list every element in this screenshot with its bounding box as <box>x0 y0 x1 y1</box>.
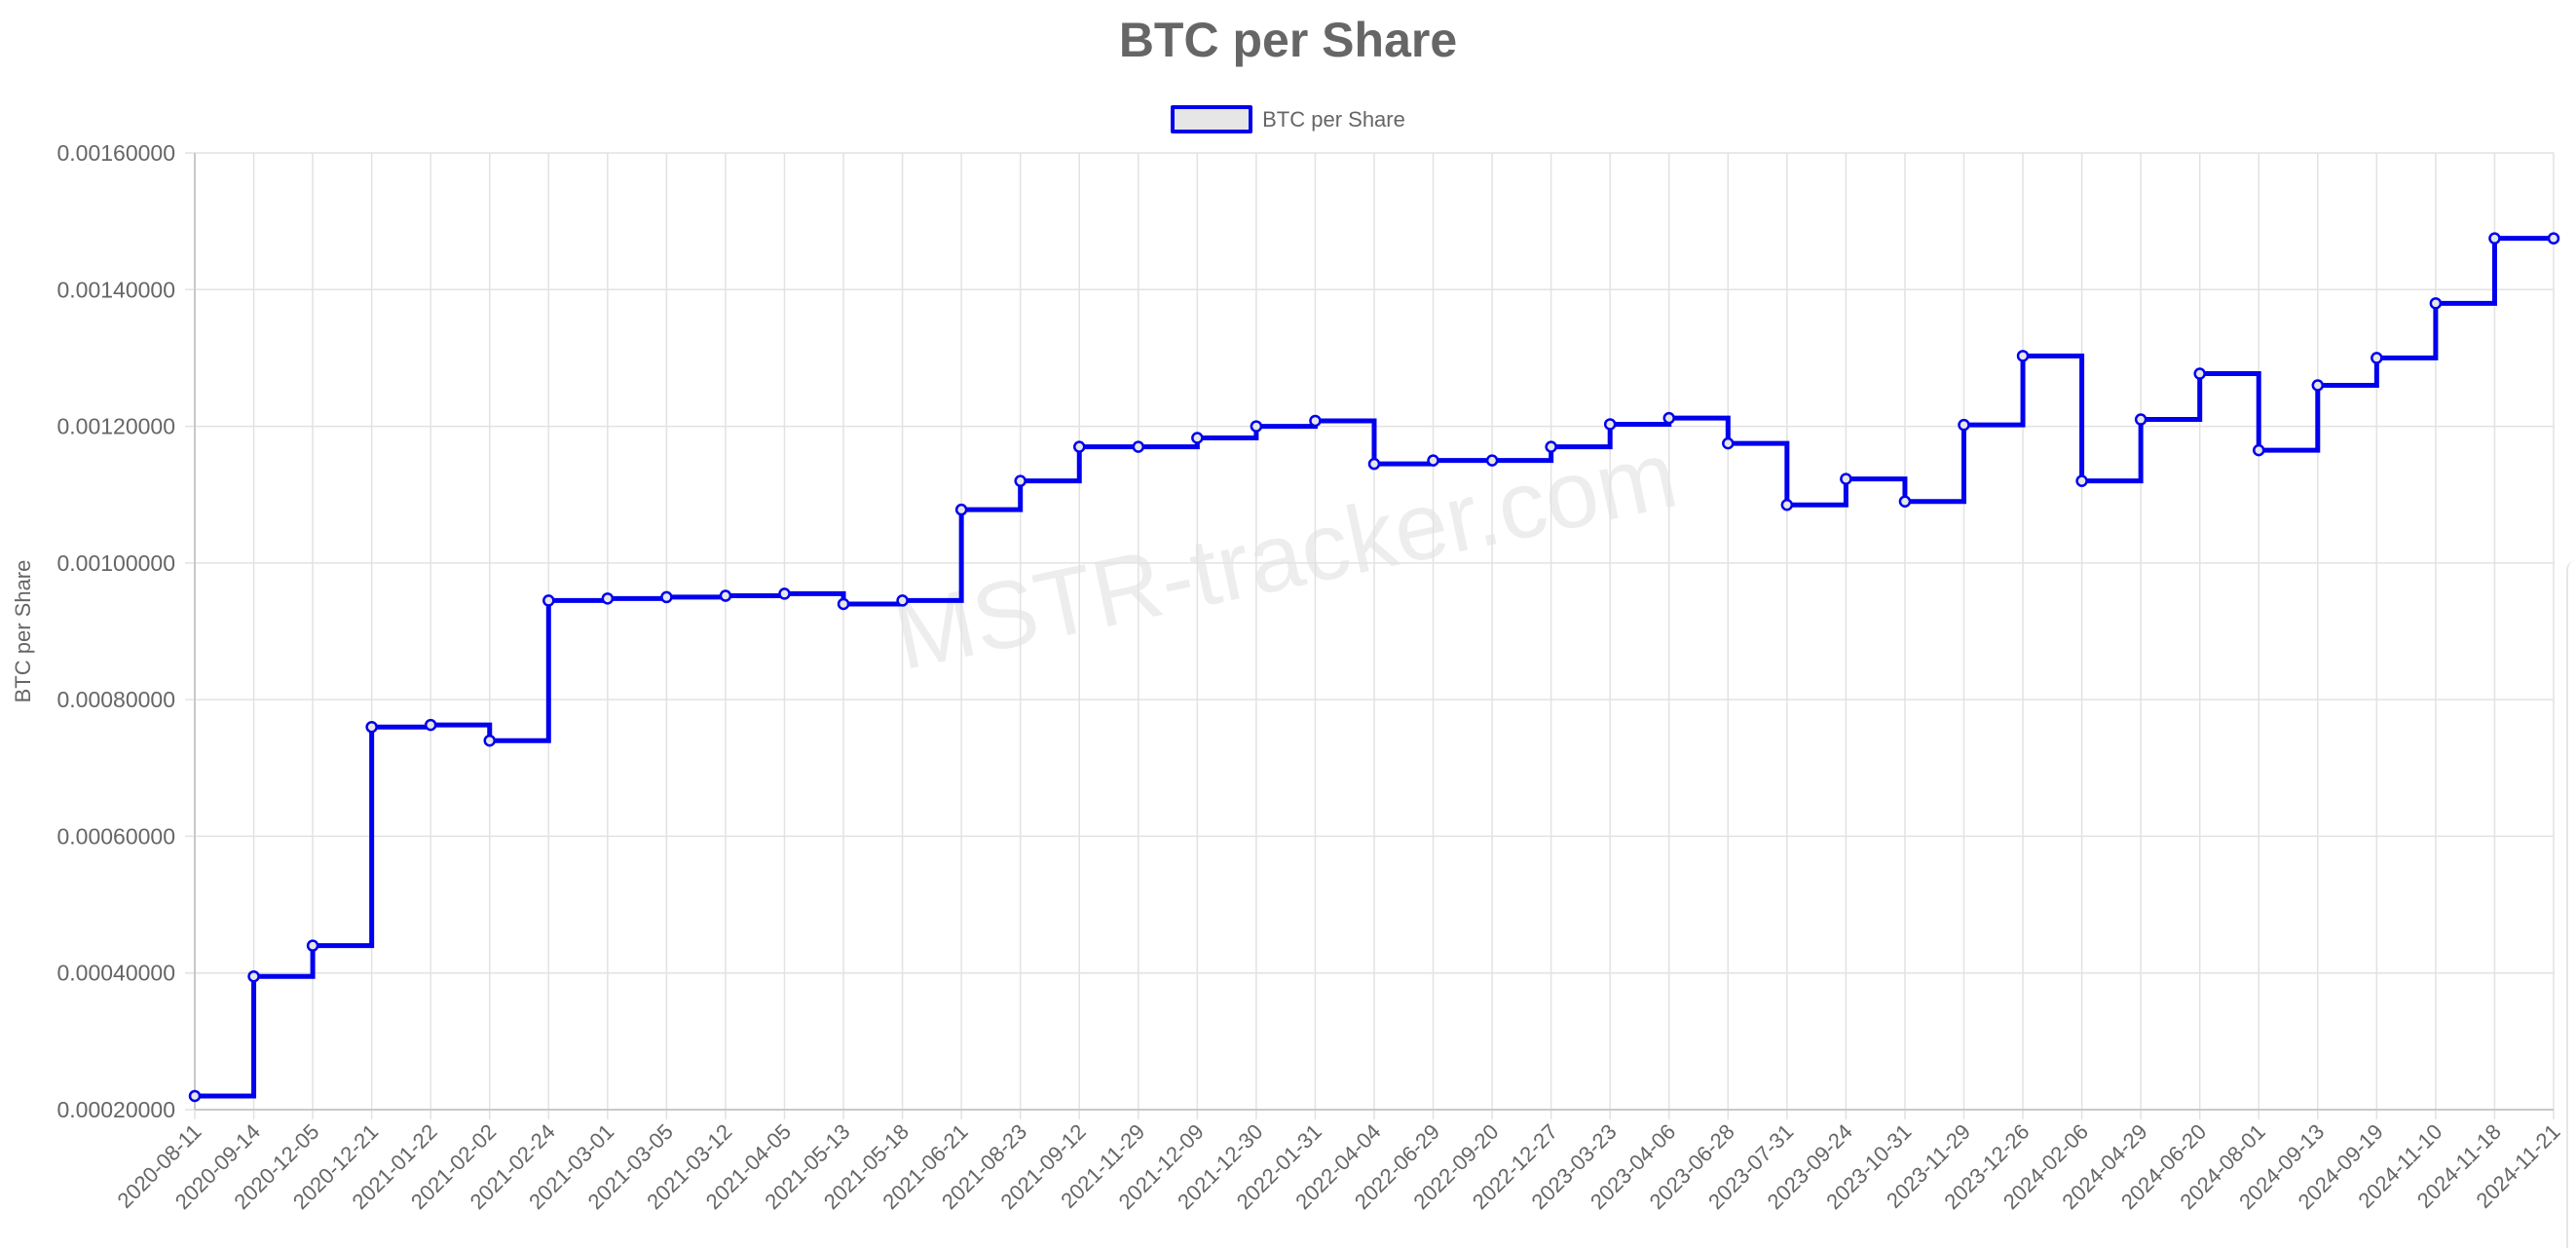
data-point[interactable] <box>1840 473 1852 485</box>
data-point[interactable] <box>1898 495 1912 508</box>
data-point[interactable] <box>2193 367 2206 380</box>
data-point[interactable] <box>1958 418 1970 432</box>
y-tick-label: 0.00080000 <box>56 687 175 712</box>
data-point[interactable] <box>1545 440 1557 453</box>
grid-lines <box>185 152 2555 1119</box>
data-point[interactable] <box>1780 498 1794 511</box>
data-point[interactable] <box>1309 414 1322 428</box>
data-points <box>188 232 2560 1103</box>
legend-swatch[interactable] <box>1171 105 1253 133</box>
y-tick-label: 0.00100000 <box>56 550 175 576</box>
data-point[interactable] <box>954 503 968 516</box>
data-point[interactable] <box>365 720 378 734</box>
y-tick-label: 0.00060000 <box>56 823 175 849</box>
data-point[interactable] <box>2016 350 2030 362</box>
y-tick-labels: 0.00020000 0.00040000 0.00060000 0.00080000… <box>56 140 175 1122</box>
data-point[interactable] <box>483 734 496 747</box>
data-point[interactable] <box>1603 418 1617 431</box>
data-point[interactable] <box>2429 297 2443 310</box>
data-point[interactable] <box>1662 411 1675 425</box>
y-tick-label: 0.00040000 <box>56 961 175 986</box>
data-point[interactable] <box>1191 432 1204 444</box>
data-point[interactable] <box>2488 232 2501 245</box>
data-point[interactable] <box>1722 436 1735 450</box>
data-point[interactable] <box>837 597 850 611</box>
data-point[interactable] <box>542 594 555 607</box>
data-point[interactable] <box>778 587 791 600</box>
data-point[interactable] <box>1427 454 1439 467</box>
legend-label[interactable]: BTC per Share <box>1262 106 1405 132</box>
chart-title: BTC per Share <box>1118 13 1458 67</box>
data-point[interactable] <box>306 939 319 952</box>
data-point[interactable] <box>2253 443 2265 457</box>
data-point[interactable] <box>1014 474 1027 487</box>
side-panel-edge <box>2566 560 2576 1248</box>
data-point[interactable] <box>660 590 673 604</box>
data-point[interactable] <box>2075 474 2088 487</box>
data-point[interactable] <box>2311 379 2325 392</box>
data-point[interactable] <box>719 589 732 602</box>
data-point[interactable] <box>896 594 909 607</box>
data-point[interactable] <box>1250 420 1263 433</box>
series-line <box>195 236 2554 1099</box>
data-point[interactable] <box>2134 413 2147 426</box>
data-point[interactable] <box>601 592 615 605</box>
y-tick-label: 0.00160000 <box>56 140 175 166</box>
y-tick-label: 0.00120000 <box>56 414 175 439</box>
data-point[interactable] <box>247 969 260 983</box>
data-point[interactable] <box>2371 352 2383 364</box>
data-point[interactable] <box>1485 454 1499 467</box>
data-point[interactable] <box>1132 440 1145 453</box>
data-point[interactable] <box>2547 232 2560 245</box>
data-point[interactable] <box>424 718 437 732</box>
legend[interactable]: BTC per Share <box>0 105 2576 133</box>
y-tick-label: 0.00020000 <box>56 1097 175 1122</box>
y-tick-label: 0.00140000 <box>56 277 175 302</box>
data-point[interactable] <box>1367 457 1381 471</box>
x-tick-labels: 2020-08-112020-09-142020-12-052020-12-21… <box>112 1119 2564 1214</box>
data-point[interactable] <box>1073 440 1086 453</box>
data-point[interactable] <box>188 1089 202 1103</box>
